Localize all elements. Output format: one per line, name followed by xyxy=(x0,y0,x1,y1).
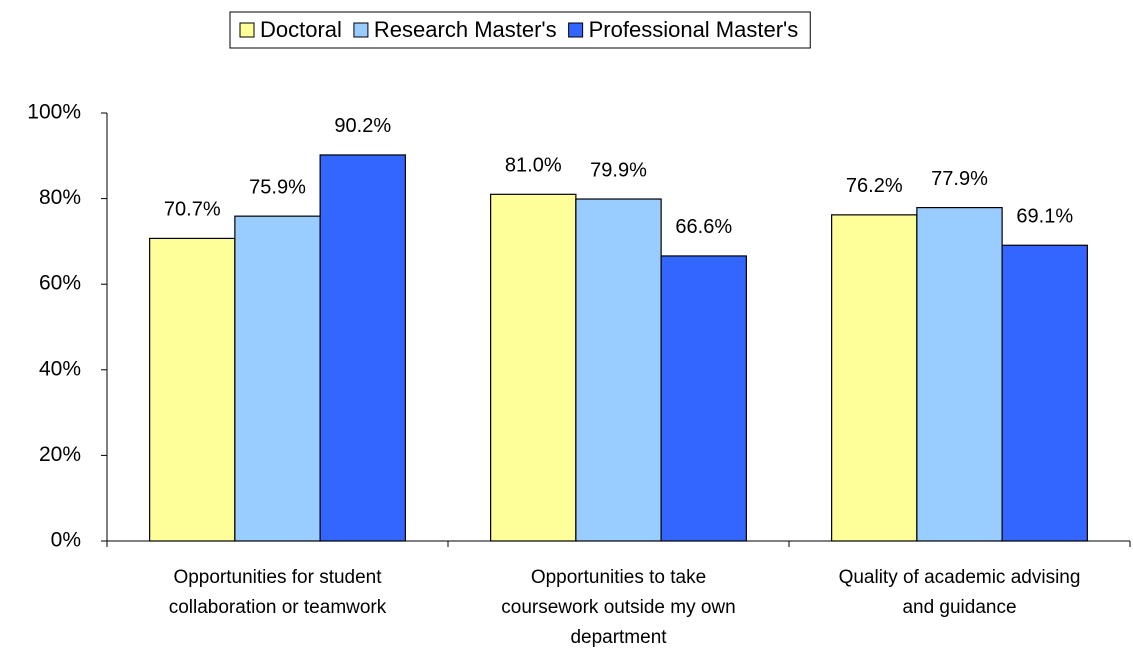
legend-swatch xyxy=(353,22,369,38)
y-tick-label: 40% xyxy=(39,357,81,380)
value-label: 77.9% xyxy=(931,168,988,190)
y-tick-label: 20% xyxy=(39,443,81,466)
bar xyxy=(490,193,577,542)
value-label: 75.9% xyxy=(249,176,306,198)
legend-swatch xyxy=(568,22,584,38)
y-tick-label: 0% xyxy=(51,529,81,552)
value-label: 66.6% xyxy=(675,216,732,238)
x-tick-label: Opportunities to take coursework outside… xyxy=(501,567,736,648)
y-tick-label: 60% xyxy=(39,272,81,295)
value-label: 79.9% xyxy=(590,159,647,181)
x-tick-label: Opportunities for student collaboration … xyxy=(168,567,387,618)
bar xyxy=(319,154,406,542)
bar xyxy=(1001,244,1088,542)
y-tick-label: 100% xyxy=(27,101,81,124)
value-label: 81.0% xyxy=(505,155,562,177)
bar xyxy=(234,215,321,542)
y-tick-label: 80% xyxy=(39,186,81,209)
legend-label: Doctoral xyxy=(260,17,342,42)
legend-label: Professional Master's xyxy=(589,17,799,42)
bar xyxy=(575,198,662,542)
bar xyxy=(660,255,747,542)
legend-box xyxy=(229,11,811,49)
value-label: 70.7% xyxy=(164,199,221,221)
x-tick-label: Quality of academic advising and guidanc… xyxy=(838,567,1081,618)
bar xyxy=(831,214,918,542)
bar xyxy=(149,237,236,542)
legend-swatch xyxy=(239,22,255,38)
legend-label: Research Master's xyxy=(374,17,557,42)
value-label: 69.1% xyxy=(1016,206,1073,228)
value-label: 90.2% xyxy=(334,115,391,137)
bar xyxy=(916,206,1003,542)
value-label: 76.2% xyxy=(846,175,903,197)
